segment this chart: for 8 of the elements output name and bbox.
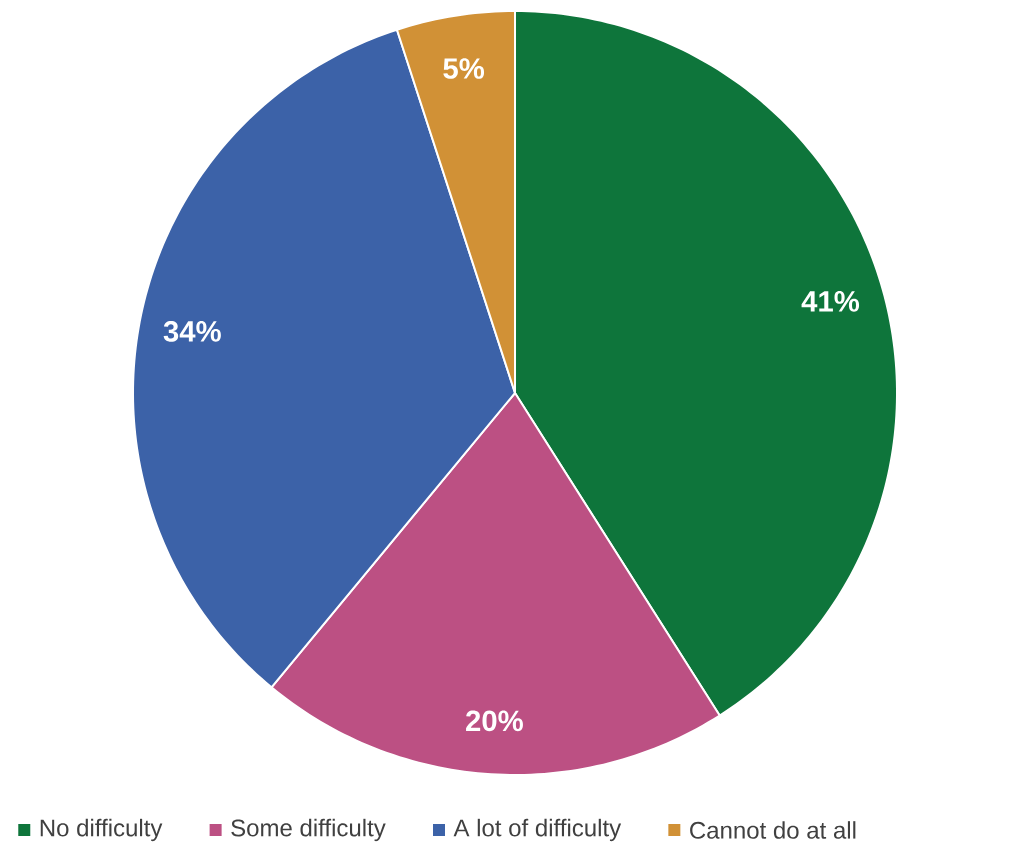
data-label: 20%	[466, 710, 523, 732]
legend-label: Cannot do at all	[690, 821, 856, 839]
data-label: 41%	[801, 291, 860, 312]
legend-label: A lot of difficulty	[453, 818, 622, 842]
data-label: 5%	[443, 58, 485, 79]
legend-label: Some difficulty	[231, 818, 386, 842]
legend-label: No difficulty	[40, 818, 163, 842]
data-label: 34%	[163, 321, 221, 342]
